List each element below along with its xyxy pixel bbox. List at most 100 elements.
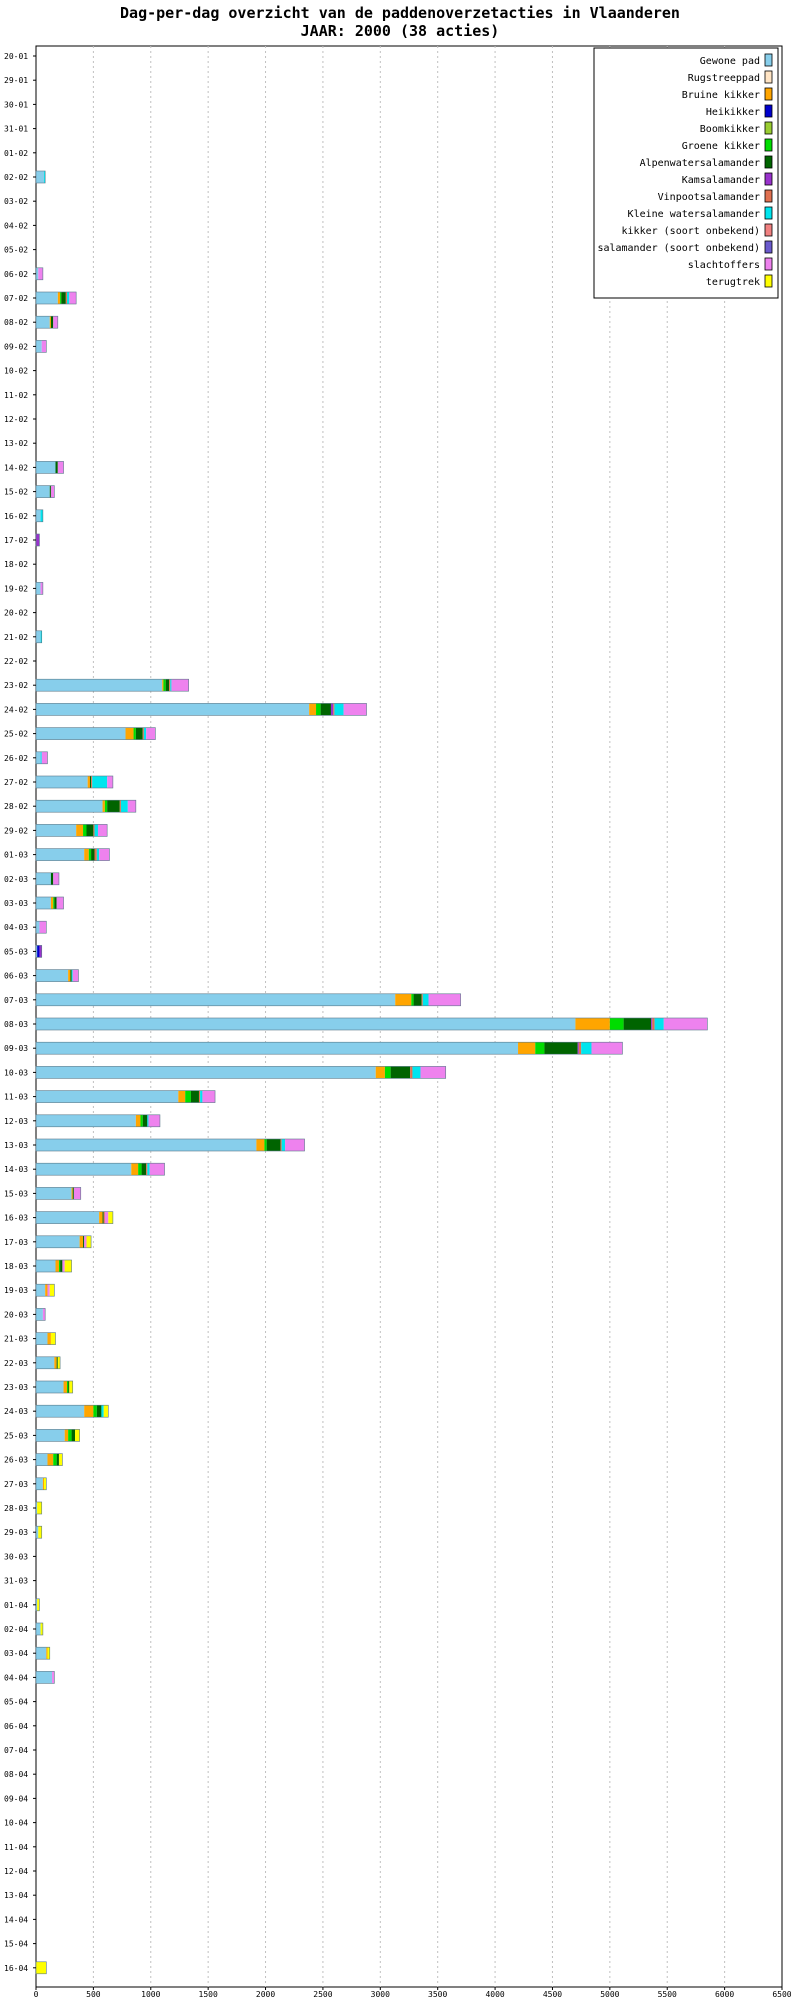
y-tick-label: 22-02	[4, 657, 28, 666]
bar-segment	[66, 292, 70, 304]
bar-segment	[36, 1308, 43, 1321]
bar-segment	[62, 1260, 65, 1272]
bar-segment	[36, 1332, 48, 1345]
y-tick-label: 30-03	[4, 1552, 28, 1561]
bar-segment	[83, 1235, 85, 1248]
bar-segment	[119, 800, 121, 813]
bar-segment	[36, 1453, 48, 1466]
legend-swatch	[764, 172, 773, 186]
bar-segment	[36, 509, 41, 522]
bar-segment	[170, 679, 172, 692]
y-tick-label: 10-03	[4, 1068, 28, 1077]
bar-segment	[36, 267, 39, 280]
y-tick-label: 19-03	[4, 1286, 28, 1295]
bar-segment	[578, 1042, 582, 1055]
y-tick-label: 18-03	[4, 1262, 28, 1271]
bar-segment	[36, 1961, 47, 1974]
bar-segment	[36, 1623, 41, 1635]
y-tick-label: 04-02	[4, 221, 28, 230]
bar-segment	[44, 1477, 47, 1490]
x-tick-label: 6500	[772, 1990, 791, 1999]
legend-label: Alpenwatersalamander	[640, 158, 760, 169]
bar-segment	[65, 292, 67, 304]
y-tick-label: 31-03	[4, 1577, 28, 1586]
legend-swatch	[764, 155, 773, 169]
bar-segment	[58, 1453, 63, 1466]
bar-segment	[285, 1139, 305, 1151]
x-tick-label: 4500	[543, 1990, 562, 1999]
y-tick-label: 20-02	[4, 609, 28, 618]
bar-segment	[146, 1163, 148, 1176]
x-tick-label: 500	[86, 1990, 101, 1999]
y-tick-label: 18-02	[4, 560, 28, 569]
bar-segment	[104, 800, 108, 813]
bar-segment	[544, 1042, 578, 1055]
y-tick-label: 25-03	[4, 1431, 28, 1440]
bar-segment	[165, 679, 170, 692]
bar-segment	[58, 1260, 61, 1272]
bar-segment	[63, 1381, 67, 1393]
bar-segment	[84, 1405, 94, 1418]
bar-segment	[94, 824, 98, 837]
legend-label: Kamsalamander	[682, 175, 760, 186]
bar-segment	[190, 1090, 199, 1103]
y-tick-label: 02-04	[4, 1625, 28, 1634]
bar-segment	[53, 1453, 57, 1466]
legend-label: Boomkikker	[700, 124, 760, 135]
bar-segment	[413, 993, 422, 1006]
bar-segment	[36, 1139, 257, 1151]
x-tick-label: 5000	[600, 1990, 619, 1999]
y-tick-label: 09-04	[4, 1794, 28, 1803]
legend-swatch	[764, 70, 773, 84]
y-tick-label: 10-02	[4, 367, 28, 376]
y-tick-label: 11-02	[4, 391, 28, 400]
y-tick-label: 20-03	[4, 1310, 28, 1319]
bar-segment	[127, 800, 136, 813]
bar-segment	[37, 1598, 40, 1611]
bar-segment	[149, 1163, 165, 1176]
bar-segment	[36, 485, 50, 498]
bar-segment	[36, 1042, 519, 1055]
bar-segment	[428, 993, 461, 1006]
bar-segment	[41, 340, 47, 353]
bar-segment	[36, 1260, 56, 1272]
y-tick-label: 17-02	[4, 536, 28, 545]
bar-segment	[138, 1163, 142, 1176]
bar-segment	[107, 800, 120, 813]
legend-label: salamander (soort onbekend)	[597, 243, 760, 254]
bar-segment	[420, 1066, 446, 1079]
bar-segment	[36, 1598, 38, 1611]
y-tick-label: 28-02	[4, 802, 28, 811]
bar-segment	[131, 1163, 139, 1176]
bar-segment	[623, 1018, 652, 1030]
y-tick-label: 16-03	[4, 1214, 28, 1223]
bar-segment	[49, 1284, 55, 1297]
bar-segment	[53, 872, 59, 885]
legend: Gewone pad Rugstreeppad Bruine kikker Heiki…	[593, 47, 779, 299]
y-tick-label: 06-04	[4, 1722, 28, 1731]
bar-segment	[66, 1381, 69, 1393]
bar-segment	[101, 1405, 104, 1418]
bar-segment	[96, 1405, 102, 1418]
bar-segment	[84, 1235, 87, 1248]
bar-segment	[55, 1260, 59, 1272]
bar-segment	[36, 340, 42, 353]
y-tick-label: 22-03	[4, 1359, 28, 1368]
y-tick-label: 27-03	[4, 1480, 28, 1489]
bar-segment	[107, 776, 113, 788]
bar-segment	[57, 1356, 61, 1369]
y-tick-label: 06-02	[4, 270, 28, 279]
legend-swatch	[764, 257, 773, 271]
legend-label: terugtrek	[706, 277, 760, 288]
legend-swatch	[764, 189, 773, 203]
bar-segment	[147, 1163, 150, 1176]
bar-segment	[663, 1018, 708, 1030]
bar-segment	[56, 897, 64, 909]
y-tick-label: 21-03	[4, 1335, 28, 1344]
bar-segment	[36, 1284, 46, 1297]
bar-segment	[256, 1139, 265, 1151]
bar-segment	[185, 1090, 191, 1103]
legend-label: kikker (soort onbekend)	[622, 226, 760, 237]
y-tick-label: 26-02	[4, 754, 28, 763]
